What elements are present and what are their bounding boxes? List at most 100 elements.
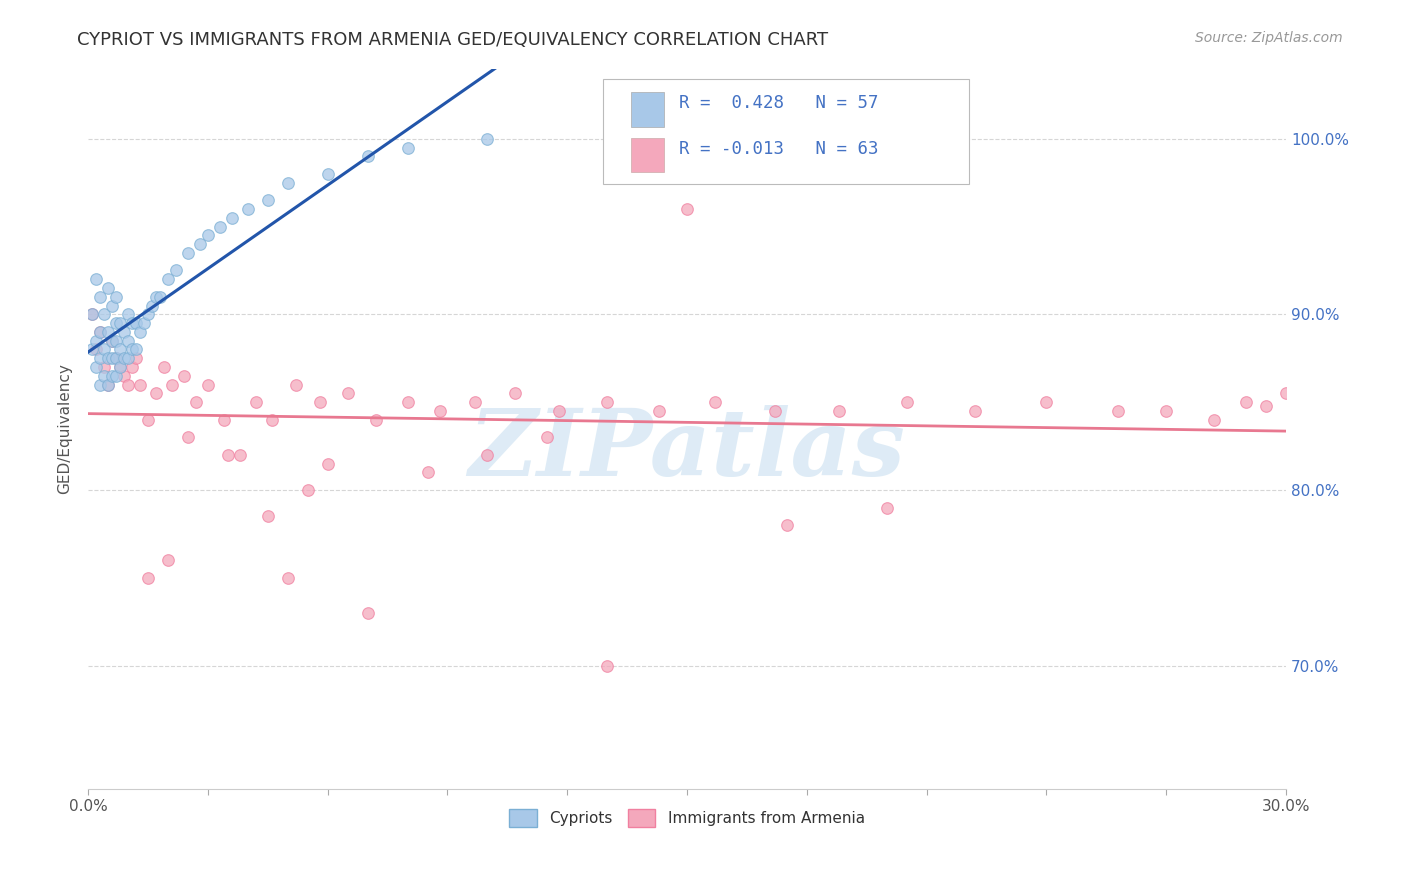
Point (89, 290, 111, 304)
Point (89, 351, 111, 366)
Point (101, 334, 124, 348)
Point (145, 290, 167, 304)
Point (132, 316, 155, 330)
Text: ZIPatlas: ZIPatlas (468, 405, 905, 495)
Point (93, 343, 115, 357)
Text: R = -0.013   N = 63: R = -0.013 N = 63 (679, 140, 879, 158)
Point (277, 571, 299, 585)
Point (97, 351, 120, 366)
Point (245, 395, 267, 409)
Point (89, 325, 111, 339)
Point (256, 509, 278, 524)
Point (84, 360, 107, 375)
Point (704, 395, 727, 409)
Point (129, 325, 152, 339)
Point (828, 404, 851, 418)
Point (596, 395, 619, 409)
Point (82, 307, 104, 321)
Point (173, 368, 195, 383)
Point (1254, 399, 1277, 413)
Point (121, 360, 143, 375)
Point (101, 334, 124, 348)
Point (260, 413, 283, 427)
Point (93, 360, 115, 375)
Point (548, 404, 571, 418)
Text: Source: ZipAtlas.com: Source: ZipAtlas.com (1195, 31, 1343, 45)
Point (1275, 386, 1298, 401)
Point (121, 316, 143, 330)
Point (125, 316, 148, 330)
Point (125, 351, 148, 366)
Point (464, 395, 486, 409)
Point (316, 457, 339, 471)
Point (776, 518, 799, 533)
Point (97, 325, 120, 339)
Point (105, 316, 128, 330)
Point (356, 149, 378, 163)
Point (108, 316, 131, 330)
Point (136, 571, 159, 585)
Point (221, 211, 243, 225)
Point (396, 395, 419, 409)
Point (536, 430, 558, 444)
Point (596, 658, 619, 673)
Point (156, 272, 179, 286)
Point (356, 606, 378, 620)
Point (1154, 404, 1177, 418)
Point (477, 132, 499, 146)
Point (93, 307, 115, 321)
Point (896, 395, 918, 409)
FancyBboxPatch shape (603, 79, 969, 184)
Point (145, 386, 167, 401)
Text: CYPRIOT VS IMMIGRANTS FROM ARMENIA GED/EQUIVALENCY CORRELATION CHART: CYPRIOT VS IMMIGRANTS FROM ARMENIA GED/E… (77, 31, 828, 49)
Point (101, 368, 124, 383)
Point (108, 360, 131, 375)
Point (105, 351, 128, 366)
Point (117, 334, 139, 348)
Point (84, 343, 107, 357)
Point (93, 368, 115, 383)
Point (108, 360, 131, 375)
Point (505, 386, 527, 401)
Y-axis label: GED/Equivalency: GED/Equivalency (58, 363, 72, 494)
Point (112, 325, 135, 339)
Point (396, 140, 419, 154)
Point (256, 193, 278, 207)
Point (308, 395, 330, 409)
Point (105, 290, 128, 304)
FancyBboxPatch shape (631, 137, 664, 172)
Point (364, 413, 387, 427)
Point (1204, 413, 1226, 427)
Point (141, 299, 163, 313)
Point (136, 307, 159, 321)
Point (648, 404, 671, 418)
Point (876, 500, 898, 515)
Point (84, 334, 107, 348)
Point (117, 307, 139, 321)
Point (184, 395, 207, 409)
Point (165, 263, 187, 277)
Point (160, 377, 183, 392)
Point (1234, 395, 1257, 409)
Point (284, 377, 307, 392)
Point (112, 351, 135, 366)
Point (129, 377, 152, 392)
Point (217, 448, 239, 462)
Point (277, 176, 299, 190)
Point (1035, 395, 1057, 409)
Point (121, 343, 143, 357)
Point (236, 202, 259, 216)
Point (108, 343, 131, 357)
Point (416, 466, 439, 480)
Point (429, 404, 451, 418)
Point (676, 202, 699, 216)
Point (1107, 404, 1129, 418)
Point (177, 430, 200, 444)
Text: R =  0.428   N = 57: R = 0.428 N = 57 (679, 95, 879, 112)
Point (136, 413, 159, 427)
Point (97, 281, 120, 295)
Point (477, 448, 499, 462)
Point (117, 351, 139, 366)
Point (212, 413, 235, 427)
Point (208, 219, 231, 234)
